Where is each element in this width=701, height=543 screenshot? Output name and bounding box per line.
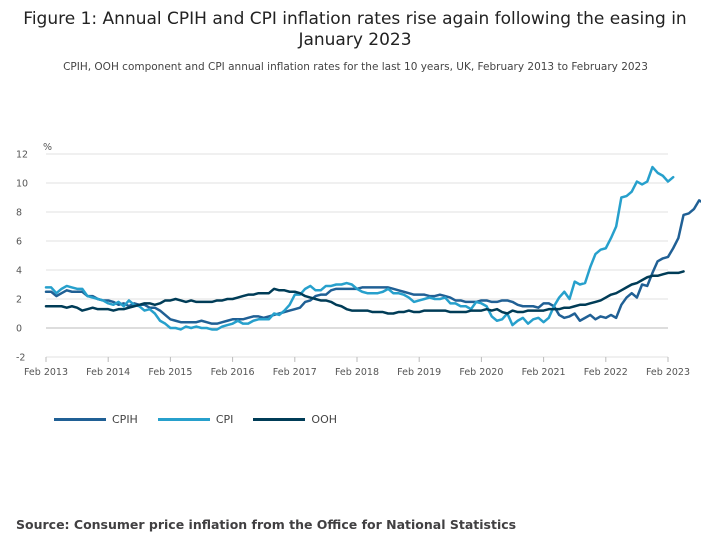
x-tick-label: Feb 2021 [522, 367, 566, 378]
x-tick-label: Feb 2023 [646, 367, 690, 378]
legend-label-cpih: CPIH [112, 413, 138, 426]
x-tick-label: Feb 2014 [86, 367, 130, 378]
y-tick-label: 10 [16, 179, 28, 190]
series-line-cpi [44, 165, 675, 331]
y-tick-label: 8 [16, 208, 22, 219]
source-note: Source: Consumer price inflation from th… [16, 517, 517, 532]
series-line-ooh [44, 270, 685, 315]
y-axis-label: % [43, 142, 52, 153]
chart-legend: CPIH CPI OOH [54, 413, 357, 426]
legend-swatch-cpih [54, 418, 106, 421]
x-tick-label: Feb 2016 [211, 367, 255, 378]
x-tick-label: Feb 2018 [335, 367, 379, 378]
y-tick-label: 6 [16, 237, 22, 248]
legend-label-cpi: CPI [215, 413, 234, 426]
y-tick-label: 2 [16, 295, 22, 306]
legend-item-ooh[interactable]: OOH [253, 413, 337, 426]
x-tick-label: Feb 2019 [397, 367, 441, 378]
series-line-cpih [44, 199, 701, 325]
legend-label-ooh: OOH [311, 413, 337, 426]
legend-swatch-cpi [157, 418, 210, 421]
y-tick-label: 12 [16, 150, 28, 161]
y-tick-label: 4 [16, 266, 22, 277]
chart-title: Figure 1: Annual CPIH and CPI inflation … [23, 9, 687, 50]
x-tick-label: Feb 2020 [459, 367, 503, 378]
x-tick-label: Feb 2013 [24, 367, 68, 378]
x-tick-label: Feb 2015 [148, 367, 192, 378]
legend-item-cpi[interactable]: CPI [157, 413, 234, 426]
x-tick-label: Feb 2022 [584, 367, 628, 378]
legend-item-cpih[interactable]: CPIH [54, 413, 138, 426]
legend-swatch-ooh [253, 418, 306, 421]
chart-subtitle: CPIH, OOH component and CPI annual infla… [63, 61, 648, 73]
y-tick-label: 0 [16, 324, 22, 335]
y-tick-label: -2 [16, 353, 25, 364]
x-tick-label: Feb 2017 [273, 367, 317, 378]
